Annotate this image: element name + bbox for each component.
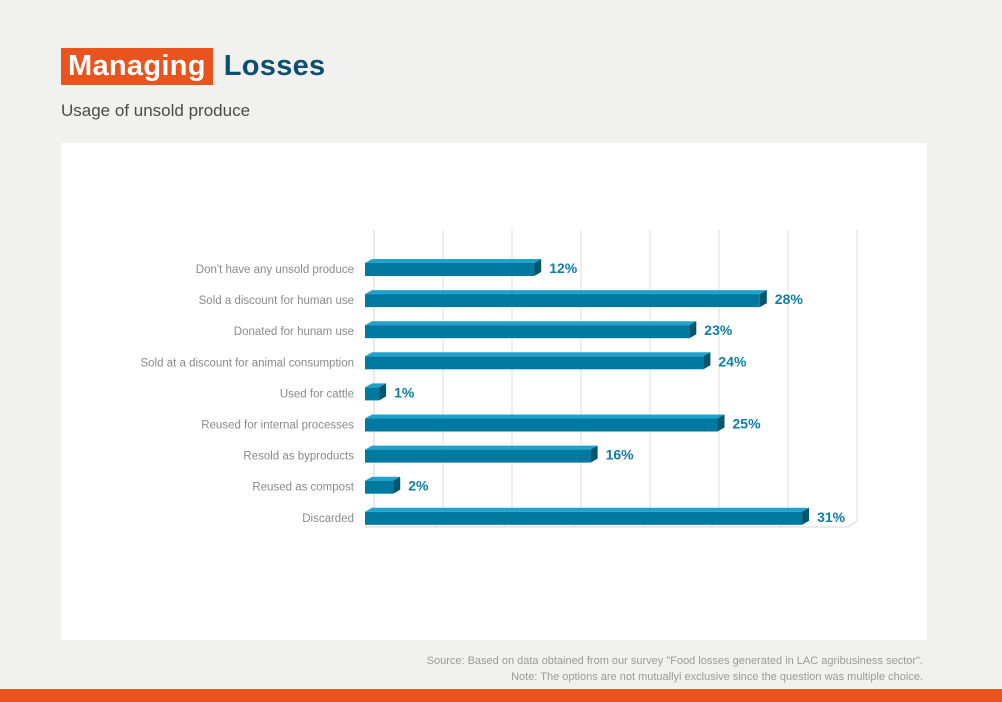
value-label: 16% — [606, 447, 635, 463]
category-label: Reused for internal processes — [201, 420, 354, 432]
chart-subtitle: Usage of unsold produce — [61, 101, 251, 120]
bar-top-face — [365, 445, 598, 450]
bar-front-face — [365, 511, 803, 525]
category-label: Discarded — [302, 513, 354, 525]
category-label: Sold a discount for human use — [199, 295, 354, 307]
category-label: Resold as byproducts — [243, 451, 354, 463]
bar-end-face — [689, 321, 697, 339]
bar-front-face — [365, 325, 690, 339]
bar-end-face — [759, 290, 767, 308]
bar-top-face — [365, 507, 810, 512]
bar-end-face — [393, 476, 401, 494]
bar — [365, 321, 697, 339]
title-highlight: Managing — [61, 48, 213, 85]
value-label: 1% — [394, 384, 415, 400]
value-label: 31% — [817, 509, 846, 525]
category-labels: Don't have any unsold produce Sold a disc… — [140, 264, 354, 525]
bar-end-face — [717, 414, 725, 432]
bar — [365, 259, 542, 276]
value-label: 2% — [408, 478, 429, 494]
value-label: 25% — [733, 416, 762, 432]
bar — [365, 290, 767, 308]
category-label: Don't have any unsold produce — [196, 264, 354, 276]
bar-end-face — [703, 352, 711, 370]
title-rest: Losses — [223, 50, 326, 82]
bar-top-face — [365, 476, 401, 481]
bar-front-face — [365, 294, 760, 308]
bar-top-face — [365, 352, 711, 357]
disclaimer-note: Note: The options are not mutuallyi excl… — [511, 671, 923, 683]
chart-panel — [61, 143, 927, 640]
footer-notes: Source: Based on data obtained from our … — [427, 653, 923, 685]
bars — [365, 259, 810, 525]
bar-front-face — [365, 418, 718, 432]
value-label: 24% — [718, 353, 747, 369]
bar-end-face — [590, 445, 598, 463]
x-axis-floor — [365, 520, 858, 528]
bar — [365, 476, 401, 494]
value-label: 12% — [549, 260, 578, 276]
bar-end-face — [379, 383, 387, 401]
bar-top-face — [365, 259, 542, 263]
bar-front-face — [365, 387, 380, 401]
bar-front-face — [365, 480, 394, 494]
bar — [365, 352, 711, 370]
bar-top-face — [365, 290, 767, 295]
bar-end-face — [802, 507, 810, 525]
bar-front-face — [365, 263, 535, 276]
source-note: Source: Based on data obtained from our … — [426, 655, 923, 667]
bar — [365, 414, 725, 432]
chart-floor — [365, 230, 858, 528]
bar-top-face — [365, 383, 387, 388]
category-label: Donated for hunam use — [234, 326, 354, 338]
category-label: Used for cattle — [280, 388, 354, 400]
bar-end-face — [534, 259, 542, 276]
page-title: Managing Losses — [61, 48, 325, 85]
category-label: Reused as compost — [252, 482, 354, 494]
bar-top-face — [365, 414, 725, 419]
value-labels: 12% 28% 23% 24% 1% 25% 16% 2% 31% — [394, 260, 846, 525]
value-label: 23% — [704, 322, 733, 338]
bar — [365, 507, 810, 525]
bar-top-face — [365, 321, 697, 326]
bottom-accent-bar — [0, 689, 1002, 702]
bar — [365, 383, 387, 401]
bar-front-face — [365, 449, 591, 463]
category-label: Sold at a discount for animal consumptio… — [140, 357, 354, 369]
bar-front-face — [365, 356, 704, 370]
bar — [365, 445, 598, 463]
value-label: 28% — [775, 291, 804, 307]
